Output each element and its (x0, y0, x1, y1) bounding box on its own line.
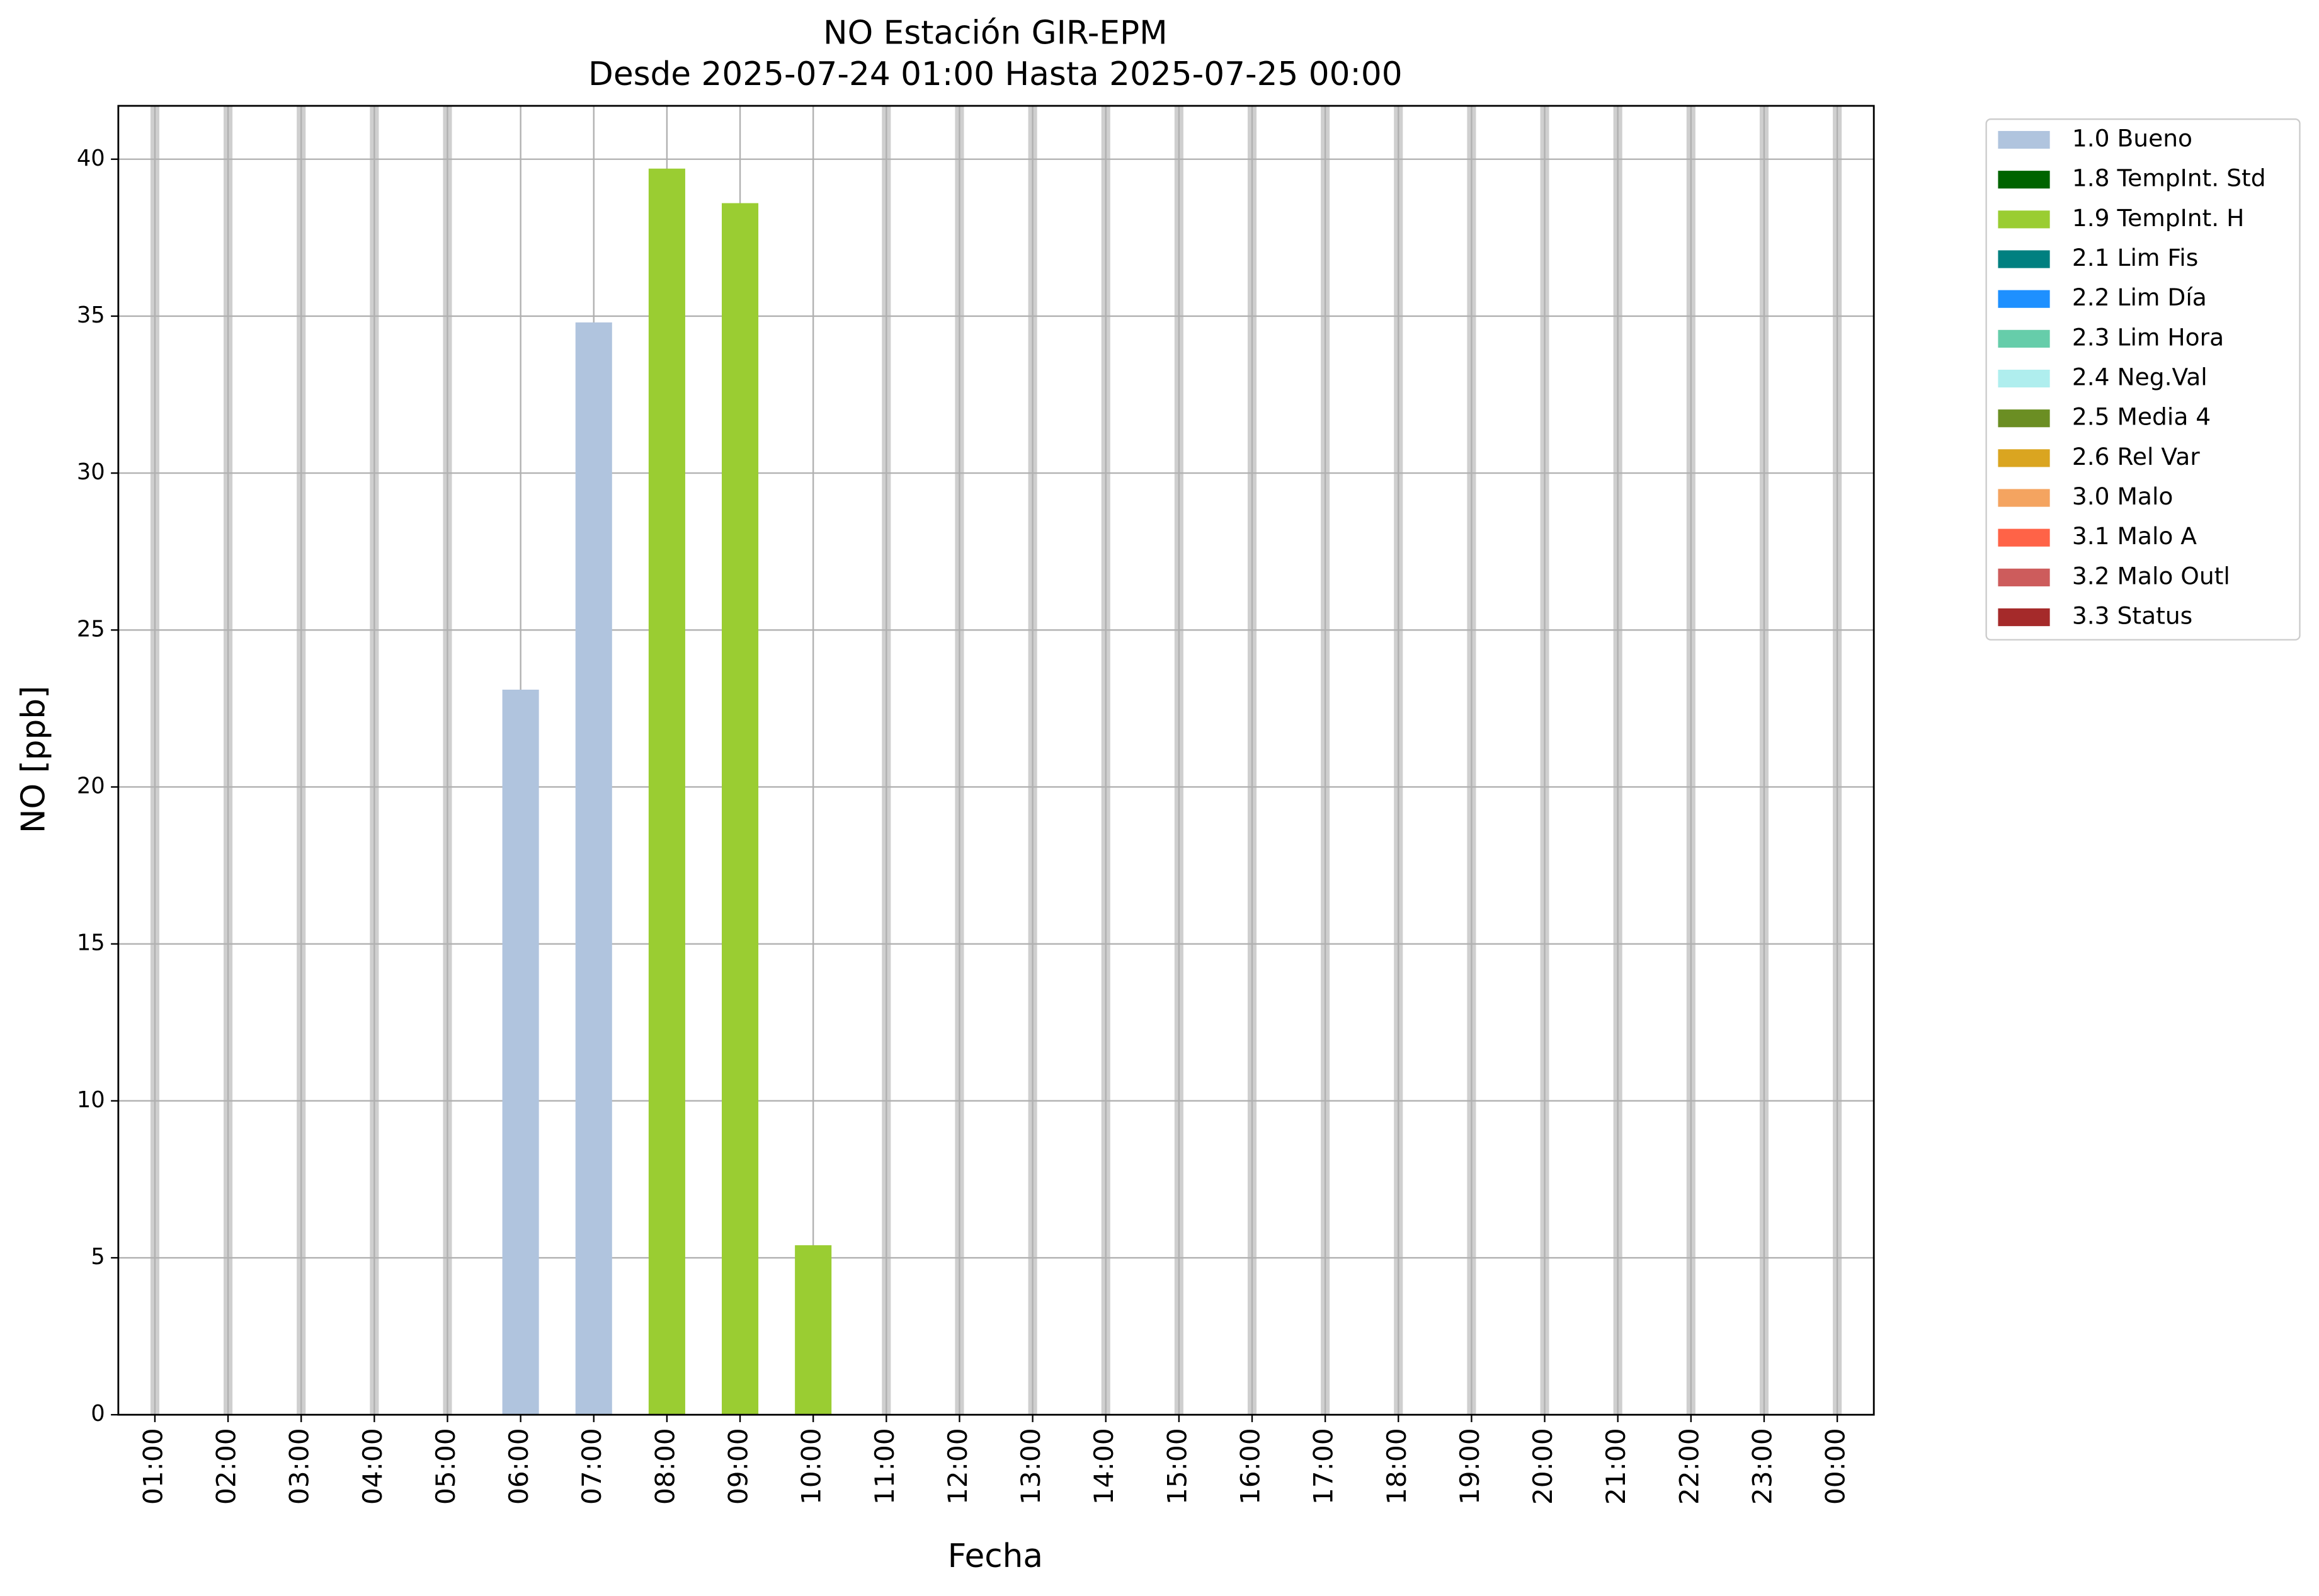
legend-swatch (1998, 608, 2050, 627)
legend-label: 2.4 Neg.Val (2072, 363, 2208, 391)
chart-title: NO Estación GIR-EPM (823, 14, 1168, 52)
x-tick-label: 16:00 (1235, 1428, 1266, 1505)
y-tick-label: 30 (77, 459, 105, 485)
y-tick-label: 5 (91, 1244, 105, 1270)
legend-label: 3.1 Malo A (2072, 522, 2197, 550)
x-tick-label: 12:00 (942, 1428, 973, 1505)
x-tick-label: 06:00 (503, 1428, 534, 1505)
x-tick-label: 21:00 (1600, 1428, 1631, 1505)
legend-label: 2.6 Rel Var (2072, 443, 2200, 470)
x-tick-label: 01:00 (137, 1428, 168, 1505)
x-tick-label: 17:00 (1308, 1428, 1339, 1505)
legend-label: 2.5 Media 4 (2072, 403, 2211, 431)
bar (502, 689, 539, 1415)
legend-label: 3.3 Status (2072, 602, 2192, 630)
bar (648, 168, 685, 1415)
legend-label: 1.0 Bueno (2072, 125, 2192, 152)
x-axis-label: Fecha (948, 1537, 1043, 1575)
legend-swatch (1998, 329, 2050, 348)
legend-label: 2.1 Lim Fis (2072, 244, 2198, 271)
y-tick-label: 20 (77, 773, 105, 799)
x-tick-label: 23:00 (1746, 1428, 1777, 1505)
y-tick-label: 15 (77, 930, 105, 956)
y-tick-label: 10 (77, 1087, 105, 1113)
legend-swatch (1998, 369, 2050, 388)
legend-swatch (1998, 568, 2050, 586)
legend-swatch (1998, 528, 2050, 547)
bar (722, 203, 759, 1415)
legend: 1.0 Bueno 1.8 TempInt. Std 1.9 TempInt. H 2… (1985, 118, 2301, 641)
legend-swatch (1998, 210, 2050, 229)
x-tick-label: 22:00 (1673, 1428, 1704, 1505)
legend-frame (1985, 118, 2301, 641)
chart-subtitle: Desde 2025-07-24 01:00 Hasta 2025-07-25 … (588, 55, 1403, 93)
x-tick-label: 07:00 (576, 1428, 607, 1505)
legend-label: 3.2 Malo Outl (2072, 562, 2230, 590)
legend-swatch (1998, 409, 2050, 428)
x-tick-label: 14:00 (1088, 1428, 1119, 1505)
x-tick-label: 05:00 (430, 1428, 461, 1505)
x-tick-label: 20:00 (1527, 1428, 1558, 1505)
legend-swatch (1998, 449, 2050, 467)
x-tick-label: 18:00 (1381, 1428, 1412, 1505)
y-tick-label: 35 (77, 302, 105, 328)
x-tick-label: 04:00 (357, 1428, 388, 1505)
x-tick-label: 11:00 (869, 1428, 900, 1505)
legend-swatch (1998, 250, 2050, 268)
y-tick-label: 40 (77, 145, 105, 171)
x-tick-label: 15:00 (1161, 1428, 1192, 1505)
legend-label: 1.8 TempInt. Std (2072, 164, 2266, 192)
legend-label: 1.9 TempInt. H (2072, 204, 2245, 232)
legend-label: 3.0 Malo (2072, 482, 2174, 510)
y-axis-label: NO [ppb] (14, 686, 52, 833)
x-tick-label: 19:00 (1454, 1428, 1485, 1505)
x-tick-label: 09:00 (723, 1428, 754, 1505)
x-tick-label: 00:00 (1820, 1428, 1851, 1505)
bar (575, 322, 612, 1415)
plot-frame (117, 105, 1875, 1416)
x-tick-label: 08:00 (649, 1428, 680, 1505)
legend-swatch (1998, 171, 2050, 189)
y-tick-label: 25 (77, 616, 105, 642)
x-tick-label: 02:00 (211, 1428, 242, 1505)
x-tick-label: 13:00 (1015, 1428, 1046, 1505)
legend-swatch (1998, 290, 2050, 308)
x-tick-label: 10:00 (796, 1428, 827, 1505)
legend-swatch (1998, 489, 2050, 507)
y-tick-label: 0 (91, 1401, 105, 1427)
legend-swatch (1998, 130, 2050, 149)
legend-label: 2.2 Lim Día (2072, 283, 2207, 311)
legend-label: 2.3 Lim Hora (2072, 323, 2224, 351)
x-tick-label: 03:00 (284, 1428, 315, 1505)
bar (795, 1245, 832, 1415)
